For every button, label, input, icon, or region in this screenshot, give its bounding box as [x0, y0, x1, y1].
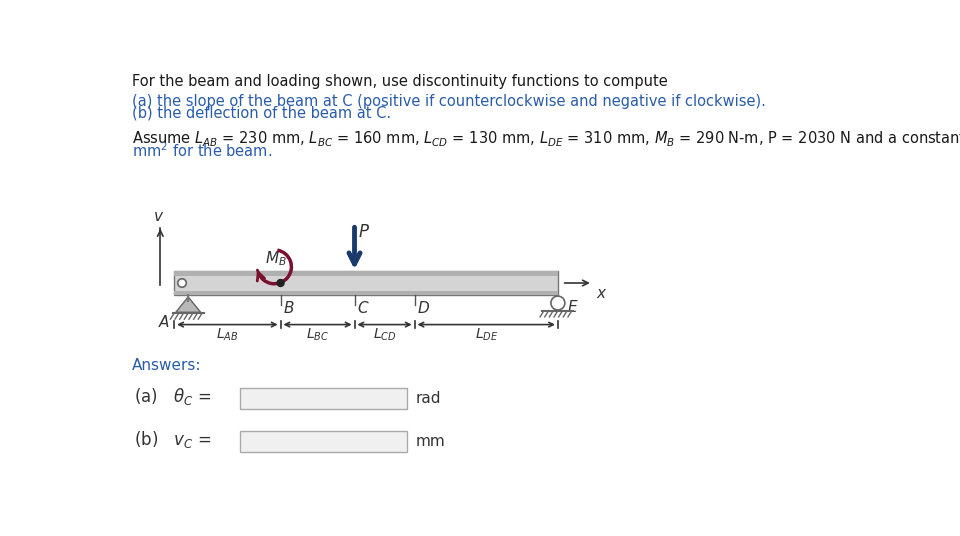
Text: $L_{AB}$: $L_{AB}$ [216, 327, 239, 343]
Text: B: B [283, 301, 294, 316]
Text: mm$^2$ for the beam.: mm$^2$ for the beam. [132, 142, 272, 160]
Text: A: A [158, 315, 169, 330]
Text: D: D [418, 301, 429, 316]
Bar [240, 388, 407, 410]
Text: For the beam and loading shown, use discontinuity functions to compute: For the beam and loading shown, use disc… [132, 73, 667, 88]
Bar [175, 292, 558, 295]
Text: (b)   $v_C$ =: (b) $v_C$ = [134, 429, 211, 450]
Text: (b) the deflection of the beam at C.: (b) the deflection of the beam at C. [132, 106, 391, 121]
Text: rad: rad [416, 391, 442, 406]
Text: E: E [567, 300, 577, 315]
Text: $L_{BC}$: $L_{BC}$ [306, 327, 329, 343]
Bar [240, 431, 407, 452]
Bar [175, 271, 558, 295]
Text: $L_{CD}$: $L_{CD}$ [372, 327, 396, 343]
Circle shape [178, 279, 186, 287]
Text: mm: mm [416, 434, 445, 449]
Text: (a) the slope of the beam at C (positive if counterclockwise and negative if clo: (a) the slope of the beam at C (positive… [132, 94, 765, 109]
Text: (a)   $\theta_C$ =: (a) $\theta_C$ = [134, 386, 211, 407]
Text: v: v [155, 210, 163, 225]
Circle shape [277, 280, 284, 286]
Text: P: P [358, 223, 369, 241]
Text: C: C [358, 301, 369, 316]
Bar [175, 271, 558, 276]
Polygon shape [176, 297, 201, 312]
Text: Answers:: Answers: [132, 359, 202, 374]
Text: x: x [596, 286, 606, 301]
Circle shape [551, 296, 564, 310]
Text: $M_B$: $M_B$ [265, 249, 287, 268]
Text: Assume $L_{AB}$ = 230 mm, $L_{BC}$ = 160 mm, $L_{CD}$ = 130 mm, $L_{DE}$ = 310 m: Assume $L_{AB}$ = 230 mm, $L_{BC}$ = 160… [132, 128, 960, 149]
Text: $L_{DE}$: $L_{DE}$ [474, 327, 498, 343]
